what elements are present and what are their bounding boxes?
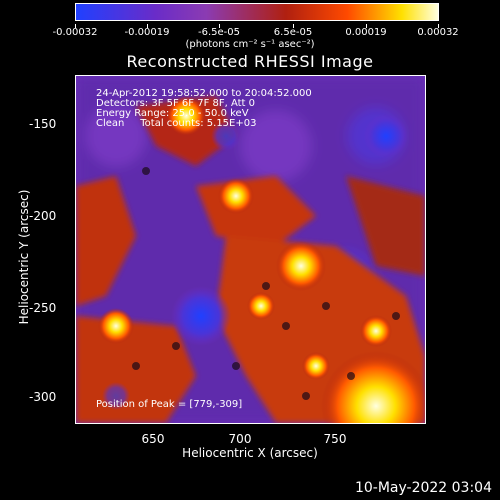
rhessi-image: [76, 76, 425, 423]
overlay-peak: Position of Peak = [779,-309]: [96, 399, 243, 410]
footer-date: 10-May-2022 03:04: [354, 480, 492, 496]
colorbar-tick: [147, 24, 148, 28]
colorbar-tick: [293, 24, 294, 28]
colorbar-label: 6.5e-05: [273, 27, 313, 38]
plot-title: Reconstructed RHESSI Image: [126, 52, 374, 71]
overlay-time: 24-Apr-2012 19:58:52.000 to 20:04:52.000: [96, 88, 312, 99]
colorbar-tick: [438, 24, 439, 28]
colorbar: [75, 3, 439, 21]
y-tick-label: -250: [29, 301, 57, 315]
overlay-detectors: Detectors: 3F 5F 6F 7F 8F, Att 0: [96, 98, 256, 109]
overlay-clean: Clean Total counts: 5.15E+03: [96, 118, 257, 129]
colorbar-label: 0.00019: [345, 27, 387, 38]
colorbar-tick: [366, 24, 367, 28]
colorbar-tick: [219, 24, 220, 28]
colorbar-label: -6.5e-05: [198, 27, 240, 38]
image-plot: 24-Apr-2012 19:58:52.000 to 20:04:52.000…: [75, 75, 426, 424]
y-tick-label: -300: [29, 390, 57, 404]
overlay-energy: Energy Range: 25.0 - 50.0 keV: [96, 108, 249, 119]
y-tick-label: -150: [29, 117, 57, 131]
x-axis-label: Heliocentric X (arcsec): [182, 446, 318, 460]
y-axis-label: Heliocentric Y (arcsec): [17, 189, 31, 325]
colorbar-gradient: [76, 4, 438, 20]
colorbar-label: -0.00019: [124, 27, 170, 38]
x-tick-label: 700: [228, 432, 252, 446]
colorbar-label: 0.00032: [417, 27, 459, 38]
colorbar-label: -0.00032: [52, 27, 98, 38]
colorbar-tick: [75, 24, 76, 28]
x-tick-label: 750: [323, 432, 347, 446]
colorbar-unit: (photons cm⁻² s⁻¹ asec⁻²): [185, 39, 315, 50]
x-tick-label: 650: [141, 432, 165, 446]
y-tick-label: -200: [29, 209, 57, 223]
